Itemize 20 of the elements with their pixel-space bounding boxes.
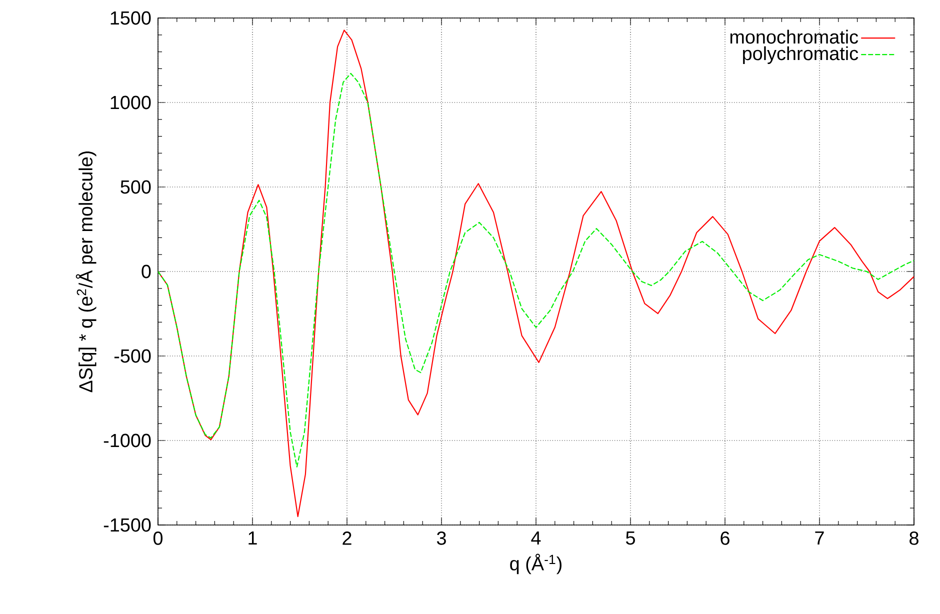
x-axis-title: q (Å$^{-1}$) (510, 554, 562, 574)
y-tick-label: 500 (120, 180, 151, 194)
y-tick-label: -1500 (104, 518, 151, 532)
y-tick-label: -1000 (104, 434, 151, 448)
x-tick-label: 0 (153, 532, 163, 545)
y-axis-title: ΔS[q] * q (e$^{2}$/Å per molecule) (76, 151, 96, 392)
y-tick-label: -500 (114, 349, 151, 363)
x-tick-label: 6 (720, 532, 730, 545)
y-tick-label: 1000 (110, 96, 151, 110)
x-tick-label: 3 (436, 532, 446, 545)
legend-label: polychromatic (743, 46, 858, 64)
y-tick-label: 0 (142, 264, 151, 278)
x-tick-label: 1 (248, 532, 257, 545)
x-tick-label: 8 (910, 532, 918, 545)
x-tick-label: 4 (531, 532, 541, 545)
y-tick-label: 1500 (110, 11, 151, 25)
x-tick-label: 5 (626, 532, 635, 545)
x-tick-label: 2 (342, 532, 352, 545)
legend-label: monochromatic (730, 30, 858, 44)
x-tick-label: 7 (815, 532, 824, 545)
